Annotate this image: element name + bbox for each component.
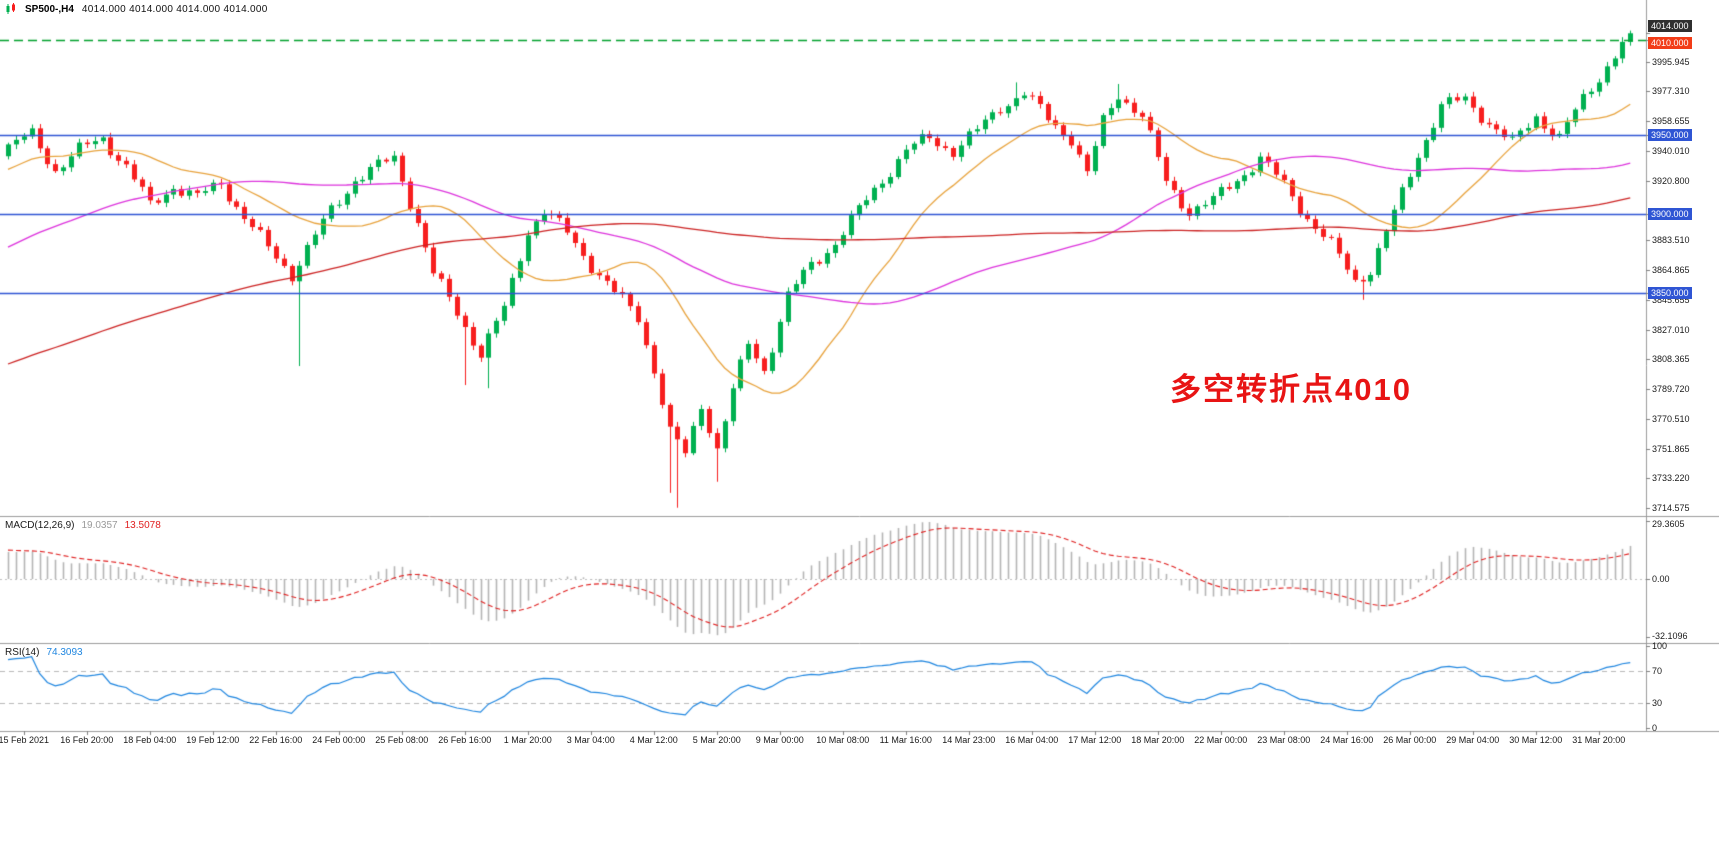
candlestick-chart-icon [6, 3, 15, 14]
chart-annotation-text[interactable]: 多空转折点4010 [1170, 372, 1412, 407]
macd-indicator-label: MACD(12,26,9) [5, 520, 75, 531]
rsi-value: 74.3093 [46, 647, 83, 658]
rsi-indicator-label: RSI(14) [5, 647, 40, 658]
symbol-timeframe-label: SP500-,H4 [25, 3, 74, 15]
ohlc-values: 4014.000 4014.000 4014.000 4014.000 [81, 3, 268, 15]
rsi-label-row: RSI(14) 74.3093 [5, 647, 83, 658]
macd-signal-value: 13.5078 [124, 520, 161, 531]
macd-label-row: MACD(12,26,9) 19.0357 13.5078 [5, 520, 161, 531]
macd-main-value: 19.0357 [81, 520, 118, 531]
chart-title: SP500-,H4 4014.000 4014.000 4014.000 401… [5, 3, 268, 15]
